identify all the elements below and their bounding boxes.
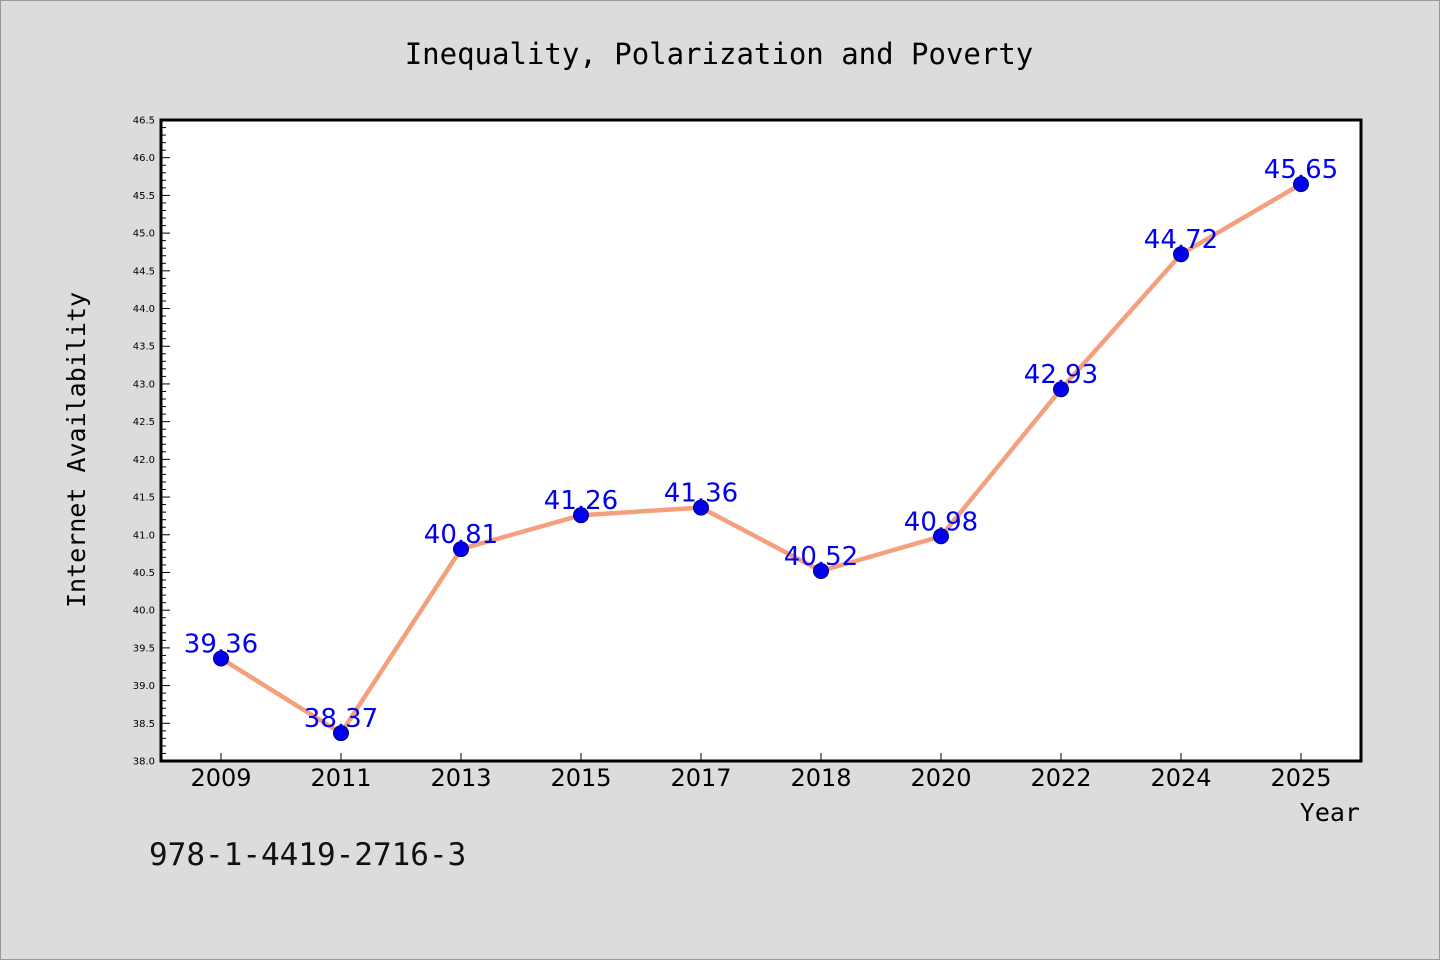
data-point-marker [1173, 246, 1189, 263]
x-tick-label: 2013 [430, 764, 491, 792]
y-tick-label: 43.0 [133, 379, 155, 390]
y-tick-label: 40.0 [133, 606, 155, 617]
series-line-group: 39.36 38.37 40.81 41.26 41.36 40.52 40.98 42.93… [184, 155, 1338, 742]
x-tick-label: 2025 [1270, 764, 1331, 792]
data-label: 38.37 [304, 704, 378, 734]
data-point-marker [453, 541, 469, 558]
y-tick-label: 42.5 [133, 417, 155, 428]
y-tick-label: 40.5 [133, 568, 155, 579]
data-point-marker [693, 499, 709, 516]
y-tick-label: 38.0 [133, 757, 155, 768]
data-label: 41.26 [544, 486, 618, 516]
data-label: 40.81 [424, 520, 498, 550]
plot-area [159, 118, 1363, 763]
y-tick-label: 39.0 [133, 681, 155, 692]
chart-title: Inequality, Polarization and Poverty [405, 37, 1034, 71]
y-tick-label: 44.5 [133, 266, 155, 277]
data-label: 40.52 [784, 542, 858, 572]
data-label: 44.72 [1144, 225, 1218, 255]
y-tick-label: 43.5 [133, 342, 155, 353]
data-point-marker [1053, 381, 1069, 398]
x-tick-label: 2020 [910, 764, 971, 792]
x-tick-label: 2011 [310, 764, 371, 792]
y-tick-label: 42.0 [133, 455, 155, 466]
y-tick-label: 41.5 [133, 493, 155, 504]
x-tick-label: 2017 [670, 764, 731, 792]
x-axis-label: Year [1300, 798, 1360, 827]
y-tick-label: 39.5 [133, 643, 155, 654]
data-point-marker [933, 528, 949, 545]
x-tick-label: 2024 [1150, 764, 1211, 792]
data-label: 41.36 [664, 479, 738, 509]
y-axis: 38.0 38.5 39.0 39.5 40.0 40.5 41.0 41.5 42.0 42.5… [133, 116, 170, 768]
y-tick-label: 45.0 [133, 229, 155, 240]
x-tick-label: 2018 [790, 764, 851, 792]
x-axis: 2009 2011 2013 2015 2017 2018 2020 2022 2024 2025 [190, 753, 1332, 792]
data-point-marker [573, 507, 589, 524]
data-point-marker [813, 562, 829, 579]
y-tick-label: 38.5 [133, 719, 155, 730]
data-label: 40.98 [904, 507, 978, 537]
data-point-marker [213, 650, 229, 667]
data-point-marker [333, 725, 349, 742]
y-tick-label: 44.0 [133, 304, 155, 315]
data-point-marker [1293, 176, 1309, 193]
y-tick-label: 46.0 [133, 153, 155, 164]
x-tick-label: 2022 [1030, 764, 1091, 792]
x-tick-label: 2015 [550, 764, 611, 792]
y-tick-label: 41.0 [133, 530, 155, 541]
series-line [218, 181, 1304, 736]
y-axis-label: Internet Availability [62, 292, 91, 608]
data-label: 42.93 [1024, 360, 1098, 390]
y-tick-label: 46.5 [133, 116, 155, 127]
y-tick-label: 45.5 [133, 191, 155, 202]
data-label: 39.36 [184, 629, 258, 659]
x-tick-label: 2009 [190, 764, 251, 792]
data-label: 45.65 [1264, 155, 1338, 185]
isbn-text: 978-1-4419-2716-3 [149, 837, 466, 873]
